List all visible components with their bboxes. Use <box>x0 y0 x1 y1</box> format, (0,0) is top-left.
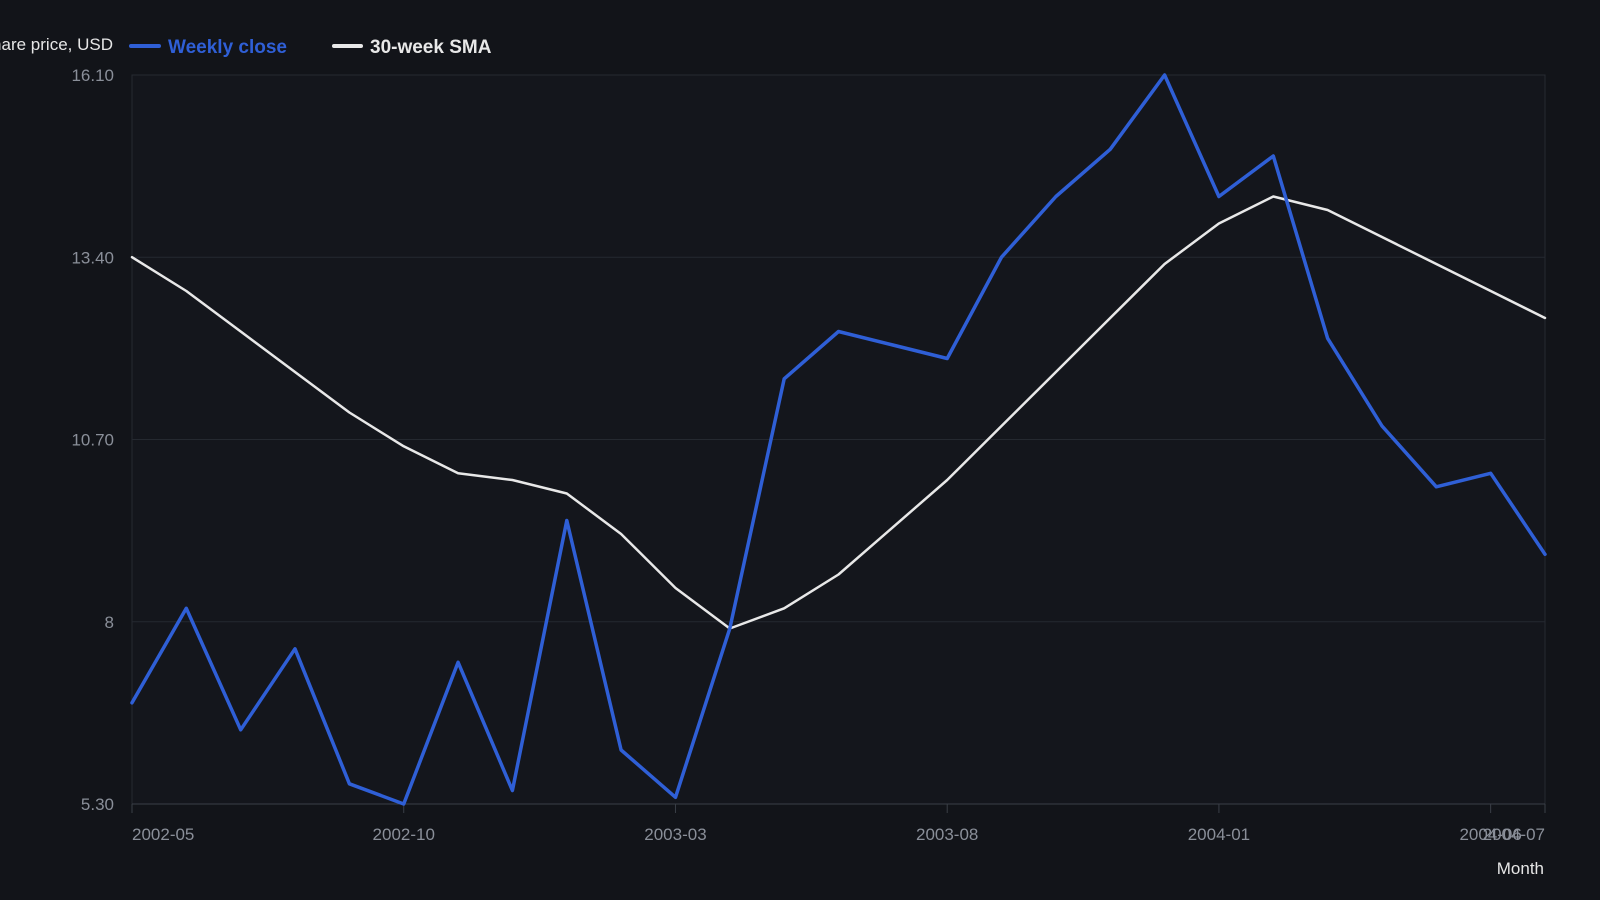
x-tick-label: 2002-05 <box>132 825 194 844</box>
x-tick-label: 2004-07 <box>1483 825 1545 844</box>
legend-label-weekly-close: Weekly close <box>168 37 287 58</box>
x-tick-label: 2004-01 <box>1188 825 1250 844</box>
series-lines <box>130 73 1547 806</box>
x-axis-ticks: 2002-05 2002-10 2003-03 2003-08 2004-01 2004-… <box>131 804 1546 844</box>
x-tick-label: 2004-06 <box>1459 825 1521 844</box>
y-axis: 5.30 8 10.70 13.40 16.10 <box>71 66 114 814</box>
y-tick-label: 8 <box>105 613 114 632</box>
x-tick-label: 2003-03 <box>644 825 706 844</box>
y-tick-label: 10.70 <box>71 431 114 450</box>
gridlines <box>132 256 1545 623</box>
legend: Share price, USD Weekly close 30-week SM… <box>0 35 492 58</box>
y-tick-label: 5.30 <box>81 795 114 814</box>
y-axis-title: Share price, USD <box>0 35 113 54</box>
series-line-sma <box>130 195 1547 630</box>
x-axis-title: Month <box>1497 859 1544 878</box>
x-tick-label: 2002-10 <box>373 825 435 844</box>
legend-label-sma: 30-week SMA <box>370 37 492 58</box>
series-line-weekly-close <box>130 73 1547 806</box>
y-tick-label: 13.40 <box>71 248 114 267</box>
y-tick-label: 16.10 <box>71 66 114 85</box>
x-tick-label: 2003-08 <box>916 825 978 844</box>
